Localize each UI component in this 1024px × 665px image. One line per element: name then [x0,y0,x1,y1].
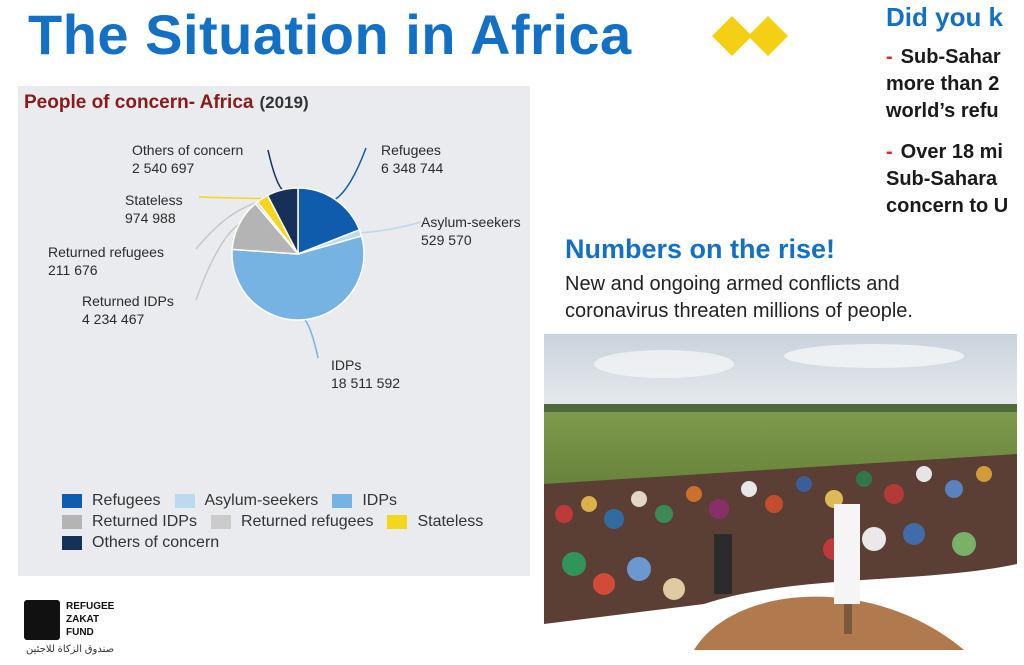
rise-text: New and ongoing armed conflicts and coro… [565,271,1005,325]
slice-label-value: 6 348 744 [381,160,444,176]
fact-line: world’s refu [886,100,999,122]
legend-item-asylum-seekers: Asylum-seekers [174,491,319,510]
fact-line: Over 18 mi [900,141,1003,163]
slice-label-name: Others of concern [132,142,244,158]
legend-swatch [62,514,82,529]
legend-item-others-of-concern: Others of concern [62,534,219,552]
slice-label-name: Returned IDPs [82,293,174,309]
legend-label: Returned IDPs [92,512,197,530]
fact-line: Sub-Sahar [900,46,1001,68]
slice-label-value: 211 676 [48,262,98,278]
legend-swatch [174,493,195,508]
legend-swatch [387,514,408,529]
chart-title: People of concern- Africa (2019) [24,92,309,114]
legend-label: Returned refugees [240,512,374,530]
logo-text: REFUGEE ZAKAT FUND [66,600,114,639]
legend-label: IDPs [362,491,397,509]
slice-label-value: 18 511 592 [331,375,401,391]
legend-row: Others of concern [62,532,532,553]
slice-label-stateless: Stateless 974 988 [125,191,183,227]
slice-label-asylum-seekers: Asylum-seekers 529 570 [421,213,521,249]
fact-line: concern to U [886,195,1009,217]
slice-label-name: Stateless [125,192,183,208]
legend-swatch [62,493,82,508]
diamond-decoration-icon [712,16,788,56]
slice-label-idps: IDPs 18 511 592 [331,356,400,392]
slice-label-others-of-concern: Others of concern 2 540 697 [132,141,243,177]
chart-title-text: People of concern- Africa [24,92,254,113]
legend-label: Refugees [92,491,161,509]
legend-swatch [62,535,82,550]
did-you-know-title: Did you k [886,2,1004,32]
legend-swatch [332,493,353,508]
rise-title: Numbers on the rise! [565,234,836,264]
legend-item-stateless: Stateless [387,513,483,531]
crowd-photo [544,334,1017,650]
legend-item-returned-refugees: Returned refugees [210,512,374,531]
slice-label-value: 529 570 [421,232,472,248]
legend-item-returned-idps: Returned IDPs [62,513,197,531]
legend-item-idps: IDPs [332,492,397,510]
legend-label: Others of concern [92,533,220,551]
refugee-zakat-fund-logo: REFUGEE ZAKAT FUND صندوق الزكاة للاجئين [24,600,134,660]
rise-text-line: New and ongoing armed conflicts and [565,273,900,295]
slice-label-name: IDPs [331,357,362,373]
slice-label-value: 4 234 467 [82,311,145,327]
slice-label-name: Returned refugees [48,244,164,260]
logo-mark-icon [24,600,60,640]
fact-line: Sub-Sahara [886,168,998,190]
slice-label-name: Refugees [381,142,441,158]
slice-label-returned-idps: Returned IDPs 4 234 467 [82,292,174,328]
slice-label-refugees: Refugees 6 348 744 [381,141,443,177]
legend-swatch [210,514,231,529]
did-you-know-item: - Sub-Sahar more than 2 world’s refu [886,44,1024,125]
legend-item-refugees: Refugees [62,492,161,510]
slice-label-value: 974 988 [125,210,176,226]
bullet-dash: - [886,141,893,163]
slice-label-returned-refugees: Returned refugees 211 676 [48,243,164,279]
did-you-know-item: - Over 18 mi Sub-Sahara concern to U [886,139,1024,220]
logo-line: FUND [66,627,94,638]
rise-text-line: coronavirus threaten millions of people. [565,300,913,322]
bullet-dash: - [886,46,893,68]
logo-arabic-text: صندوق الزكاة للاجئين [26,644,115,655]
slice-label-name: Asylum-seekers [421,214,521,230]
logo-line: REFUGEE [66,601,115,612]
legend-label: Stateless [417,512,484,530]
legend-row: Refugees Asylum-seekers IDPs [62,490,532,511]
chart-legend: Refugees Asylum-seekers IDPs Returned ID… [62,490,532,553]
slide-title: The Situation in Africa [28,3,632,66]
did-you-know-list: - Sub-Sahar more than 2 world’s refu - Ove… [886,44,1024,234]
fact-line: more than 2 [886,73,1000,95]
logo-line: ZAKAT [66,614,100,625]
legend-label: Asylum-seekers [204,491,319,509]
chart-year: (2019) [259,93,309,112]
legend-row: Returned IDPs Returned refugees Stateles… [62,511,532,532]
slice-label-value: 2 540 697 [132,160,195,176]
